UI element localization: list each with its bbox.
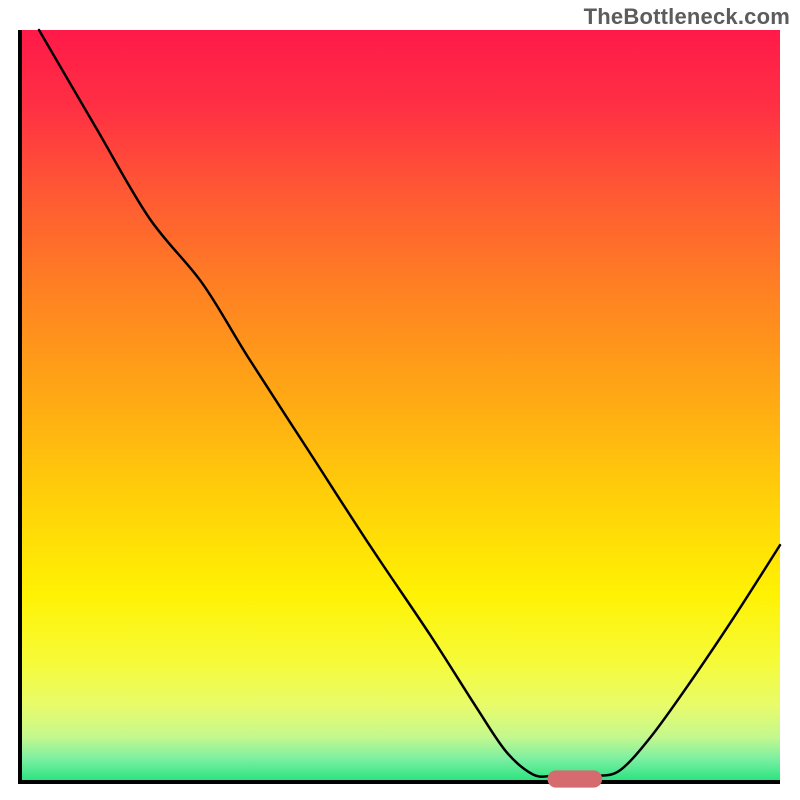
bottleneck-chart: TheBottleneck.com	[0, 0, 800, 800]
watermark-text: TheBottleneck.com	[584, 4, 790, 30]
gradient-background	[20, 30, 780, 782]
optimal-marker	[547, 770, 602, 787]
chart-svg	[0, 0, 800, 800]
